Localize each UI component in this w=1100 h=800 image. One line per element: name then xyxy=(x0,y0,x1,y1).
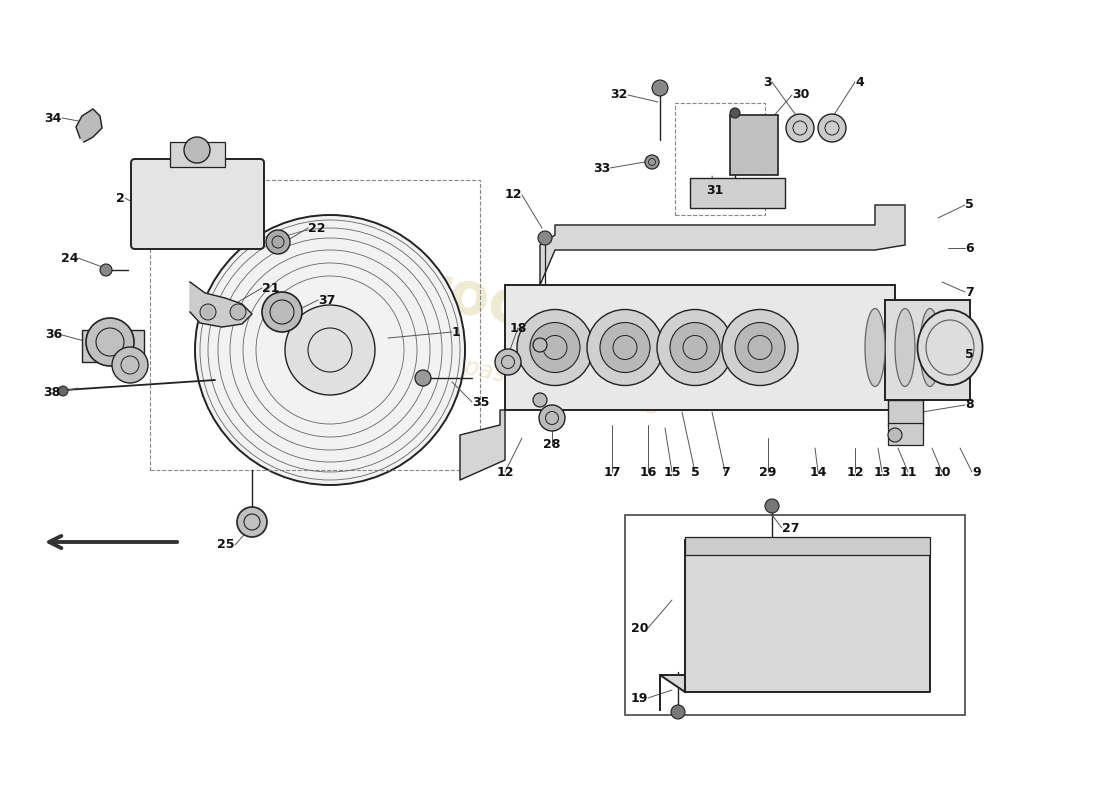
Text: 5: 5 xyxy=(965,349,974,362)
Text: 19: 19 xyxy=(630,691,648,705)
Text: 27: 27 xyxy=(782,522,800,534)
Text: 21: 21 xyxy=(262,282,279,294)
Text: 33: 33 xyxy=(593,162,611,174)
Circle shape xyxy=(184,137,210,163)
Text: 9: 9 xyxy=(972,466,980,478)
Circle shape xyxy=(230,304,246,320)
Circle shape xyxy=(657,310,733,386)
Text: 32: 32 xyxy=(610,89,628,102)
Polygon shape xyxy=(540,205,905,285)
Text: 15: 15 xyxy=(663,466,681,478)
Circle shape xyxy=(530,322,580,373)
Text: 28: 28 xyxy=(543,438,561,451)
Text: 5: 5 xyxy=(691,466,700,478)
Bar xyxy=(82,330,144,362)
FancyBboxPatch shape xyxy=(131,159,264,249)
Text: 1: 1 xyxy=(452,326,461,338)
Circle shape xyxy=(818,114,846,142)
Circle shape xyxy=(195,215,465,485)
Circle shape xyxy=(539,405,565,431)
Circle shape xyxy=(285,305,375,395)
Circle shape xyxy=(112,347,148,383)
Bar xyxy=(888,400,923,425)
Bar xyxy=(886,300,970,400)
Ellipse shape xyxy=(920,309,940,386)
Circle shape xyxy=(645,155,659,169)
Bar xyxy=(690,178,785,208)
Text: 31: 31 xyxy=(706,183,724,197)
Circle shape xyxy=(587,310,663,386)
Bar xyxy=(150,180,480,470)
Circle shape xyxy=(58,386,68,396)
Bar xyxy=(888,423,923,445)
Text: 10: 10 xyxy=(933,466,950,478)
Text: 35: 35 xyxy=(472,395,490,409)
Text: 24: 24 xyxy=(60,251,78,265)
Text: 7: 7 xyxy=(965,286,974,298)
Text: 29: 29 xyxy=(759,466,777,478)
Ellipse shape xyxy=(865,309,886,386)
Text: 13: 13 xyxy=(873,466,891,478)
Text: eurocarparts: eurocarparts xyxy=(337,243,763,387)
Circle shape xyxy=(517,310,593,386)
Circle shape xyxy=(764,499,779,513)
Text: 11: 11 xyxy=(900,466,916,478)
Text: 25: 25 xyxy=(218,538,235,551)
Text: 36: 36 xyxy=(45,329,62,342)
Circle shape xyxy=(415,370,431,386)
Circle shape xyxy=(786,114,814,142)
Circle shape xyxy=(262,292,303,332)
Ellipse shape xyxy=(917,310,982,385)
Bar xyxy=(625,515,965,715)
Text: 12: 12 xyxy=(846,466,864,478)
Bar xyxy=(505,285,895,410)
Text: 4: 4 xyxy=(855,75,864,89)
Circle shape xyxy=(100,264,112,276)
Bar xyxy=(685,537,929,555)
Bar xyxy=(675,103,764,215)
Circle shape xyxy=(652,80,668,96)
Text: 20: 20 xyxy=(630,622,648,634)
Text: 22: 22 xyxy=(308,222,326,234)
Text: 2: 2 xyxy=(117,191,125,205)
Text: 30: 30 xyxy=(792,89,810,102)
Text: 6: 6 xyxy=(965,242,974,254)
Circle shape xyxy=(534,393,547,407)
Circle shape xyxy=(735,322,785,373)
Text: 3: 3 xyxy=(763,75,772,89)
Circle shape xyxy=(671,705,685,719)
Ellipse shape xyxy=(895,309,915,386)
Text: 34: 34 xyxy=(45,111,62,125)
Text: 12: 12 xyxy=(496,466,514,478)
Text: a passion for parts: a passion for parts xyxy=(440,350,660,420)
Polygon shape xyxy=(460,410,505,480)
Text: 17: 17 xyxy=(603,466,620,478)
Text: 5: 5 xyxy=(965,198,974,211)
Circle shape xyxy=(730,108,740,118)
Bar xyxy=(730,115,778,175)
Circle shape xyxy=(86,318,134,366)
Text: 38: 38 xyxy=(43,386,60,398)
Text: 37: 37 xyxy=(318,294,336,306)
Polygon shape xyxy=(660,540,930,710)
Circle shape xyxy=(888,428,902,442)
Circle shape xyxy=(670,322,720,373)
Text: 18: 18 xyxy=(509,322,527,334)
Circle shape xyxy=(538,231,552,245)
Circle shape xyxy=(722,310,798,386)
Circle shape xyxy=(495,349,521,375)
Circle shape xyxy=(534,338,547,352)
Circle shape xyxy=(266,230,290,254)
Circle shape xyxy=(200,304,216,320)
Text: 8: 8 xyxy=(965,398,974,411)
Text: 7: 7 xyxy=(720,466,729,478)
Bar xyxy=(170,142,226,167)
Text: 14: 14 xyxy=(810,466,827,478)
Text: 16: 16 xyxy=(639,466,657,478)
Polygon shape xyxy=(190,282,252,327)
Text: 12: 12 xyxy=(505,189,522,202)
Polygon shape xyxy=(76,109,102,142)
Circle shape xyxy=(236,507,267,537)
Circle shape xyxy=(600,322,650,373)
